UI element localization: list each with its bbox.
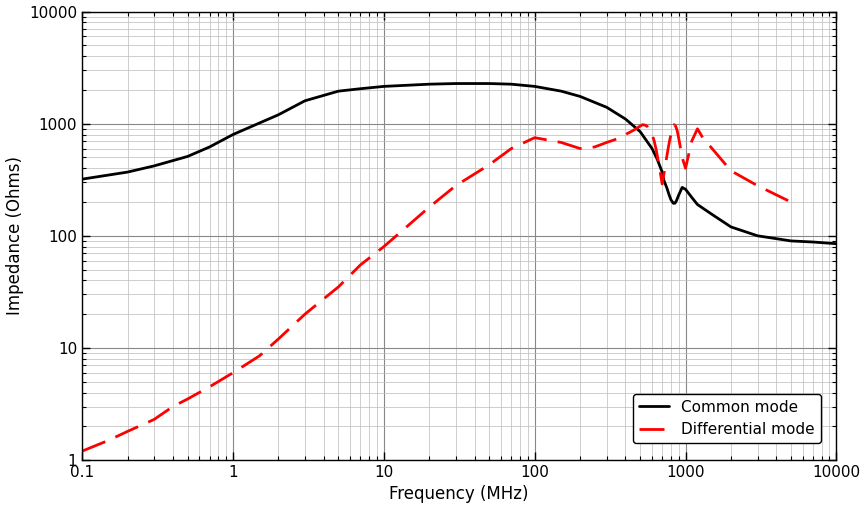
Common mode	[785, 238, 796, 244]
Common mode	[657, 169, 668, 175]
Common mode	[662, 184, 672, 190]
Common mode	[450, 80, 461, 87]
Common mode	[692, 202, 702, 208]
Differential mode	[659, 171, 669, 177]
Differential mode	[649, 138, 659, 144]
Common mode	[669, 200, 679, 206]
Common mode	[575, 93, 585, 99]
Common mode	[687, 194, 697, 201]
Common mode	[753, 233, 763, 239]
Common mode	[647, 146, 657, 152]
Common mode	[674, 192, 684, 199]
Common mode	[273, 112, 283, 118]
Common mode	[664, 192, 675, 199]
Common mode	[149, 163, 159, 169]
Common mode	[378, 83, 389, 90]
Common mode	[707, 211, 717, 217]
Common mode	[831, 241, 842, 247]
Differential mode	[637, 122, 648, 128]
Common mode	[671, 198, 682, 204]
Legend: Common mode, Differential mode: Common mode, Differential mode	[632, 393, 821, 443]
Differential mode	[655, 169, 665, 175]
Common mode	[726, 224, 736, 230]
Common mode	[355, 86, 365, 92]
Line: Common mode: Common mode	[82, 83, 837, 244]
Common mode	[333, 88, 344, 94]
Common mode	[620, 116, 630, 122]
Differential mode	[103, 437, 113, 443]
Common mode	[556, 88, 566, 94]
Common mode	[635, 129, 645, 135]
Differential mode	[669, 122, 679, 128]
Common mode	[652, 156, 662, 162]
Line: Differential mode: Differential mode	[82, 125, 791, 451]
Common mode	[484, 80, 494, 87]
Differential mode	[77, 448, 87, 454]
Common mode	[529, 83, 540, 90]
Common mode	[204, 144, 215, 150]
Y-axis label: Impedance (Ohms): Impedance (Ohms)	[5, 156, 23, 315]
Common mode	[659, 178, 669, 184]
Common mode	[669, 200, 680, 206]
Common mode	[77, 176, 87, 182]
Common mode	[677, 184, 688, 190]
Common mode	[122, 169, 132, 175]
Common mode	[228, 131, 238, 137]
Common mode	[681, 186, 691, 192]
Common mode	[424, 81, 435, 87]
Common mode	[808, 239, 818, 245]
Common mode	[183, 153, 193, 159]
Common mode	[506, 81, 516, 87]
X-axis label: Frequency (MHz): Frequency (MHz)	[390, 486, 529, 503]
Common mode	[602, 104, 612, 110]
Differential mode	[575, 146, 585, 152]
Common mode	[666, 196, 676, 203]
Differential mode	[785, 199, 796, 205]
Common mode	[300, 98, 310, 104]
